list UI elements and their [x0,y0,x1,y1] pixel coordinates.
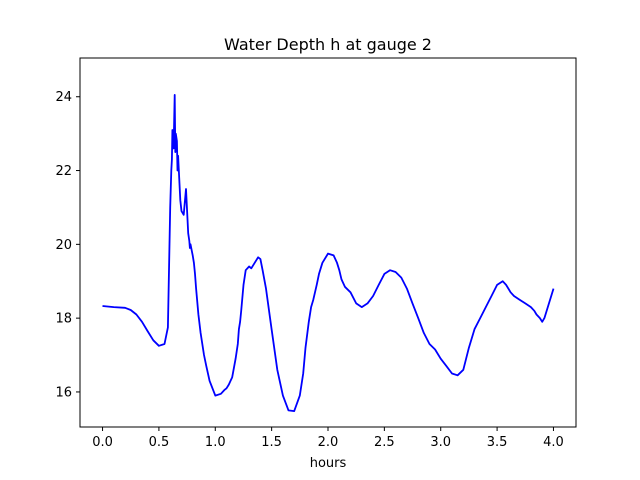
x-tick-label: 2.5 [374,435,395,450]
x-tick-label: 3.0 [430,435,451,450]
x-tick-label: 1.5 [261,435,282,450]
y-tick-label: 20 [55,238,72,253]
y-axis: 16 18 20 22 24 [55,90,80,400]
x-tick-label: 2.0 [318,435,339,450]
x-tick-label: 0.0 [92,435,113,450]
series-line [102,94,555,412]
x-tick-label: 0.5 [149,435,170,450]
y-tick-label: 16 [55,385,72,400]
x-axis: 0.0 0.5 1.0 1.5 2.0 2.5 3.0 3.5 4.0 [92,427,564,450]
x-tick-label: 1.0 [205,435,226,450]
x-tick-label: 3.5 [487,435,508,450]
y-tick-label: 18 [55,312,72,327]
y-tick-label: 22 [55,164,72,179]
y-tick-label: 24 [55,90,72,105]
chart-title: Water Depth h at gauge 2 [224,35,432,54]
x-axis-label: hours [310,456,347,471]
x-tick-label: 4.0 [543,435,564,450]
